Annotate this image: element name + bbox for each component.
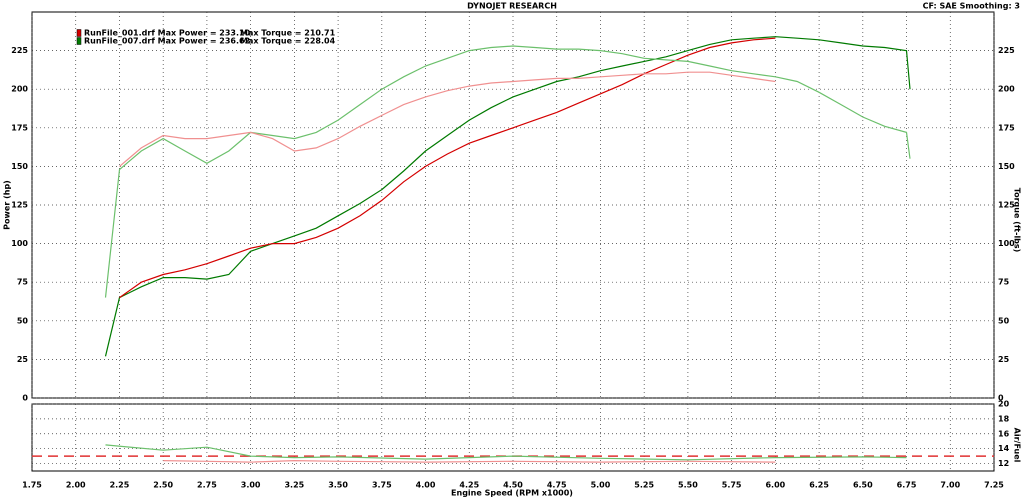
y2-tick-label: 100 [998,239,1015,248]
y2-tick-label: 225 [998,46,1015,55]
x-tick-label: 2.25 [110,481,130,490]
x-tick-label: 5.25 [634,481,654,490]
y-tick-label: 175 [11,123,28,132]
x-tick-label: 5.00 [591,481,611,490]
y-tick-label: 225 [11,46,28,55]
x-tick-label: 2.50 [153,481,173,490]
x-tick-label: 4.25 [459,481,479,490]
y2-tick-label: 14 [998,444,1010,453]
y-tick-label: 0 [22,394,28,403]
y2-tick-label: 50 [998,316,1010,325]
legend-swatch [76,37,82,45]
y-tick-label: 100 [11,239,28,248]
x-tick-label: 4.75 [547,481,567,490]
series-line [105,444,907,461]
x-tick-label: 6.50 [853,481,873,490]
y-tick-label: 50 [17,316,29,325]
legend-torque-text: Max Torque = 228.04 [240,37,336,46]
x-tick-label: 3.50 [328,481,348,490]
y2-tick-label: 125 [998,201,1015,210]
legend-swatch [76,29,82,37]
y-tick-label: 125 [11,201,28,210]
y-tick-label: 75 [17,278,29,287]
x-tick-label: 1.75 [22,481,42,490]
y2-tick-label: 0 [998,394,1004,403]
y2-tick-label: 175 [998,123,1015,132]
y2-tick-label: 200 [998,85,1015,94]
x-tick-label: 7.00 [940,481,960,490]
x-axis-label: Engine Speed (RPM x1000) [451,489,573,498]
y-tick-label: 200 [11,85,28,94]
x-tick-label: 3.75 [372,481,392,490]
afr-axis-label: Air/Fuel [1013,428,1022,463]
afr-frame [31,403,995,472]
y-tick-label: 25 [17,355,29,364]
x-tick-label: 3.00 [241,481,261,490]
y2-tick-label: 12 [998,459,1009,468]
y-axis-label: Power (hp) [3,180,12,230]
y2-tick-label: 16 [998,429,1010,438]
chart-subtitle: CF: SAE Smoothing: 3 [923,2,1020,11]
y2-tick-label: 25 [998,355,1010,364]
legend-text: RunFile_001.drf Max Power = 233.10 [84,29,251,38]
series-line [104,36,911,357]
x-tick-label: 4.50 [503,481,523,490]
x-tick-label: 2.00 [66,481,86,490]
x-tick-label: 6.75 [897,481,917,490]
y2-tick-label: 75 [998,278,1010,287]
x-tick-label: 7.25 [984,481,1004,490]
y2-tick-label: 20 [998,400,1010,409]
y2-axis-label: Torque (ft-lbs) [1013,188,1022,253]
y-tick-label: 150 [11,162,28,171]
x-tick-label: 5.75 [722,481,742,490]
x-tick-label: 2.75 [197,481,217,490]
y2-tick-label: 150 [998,162,1015,171]
series-line [119,71,776,167]
legend-text: RunFile_007.drf Max Power = 236.62 [84,37,250,46]
series-line [163,459,776,463]
series-line [119,37,776,299]
x-tick-label: 3.25 [284,481,304,490]
x-tick-label: 6.25 [809,481,829,490]
y2-tick-label: 18 [998,414,1010,423]
x-tick-label: 4.00 [416,481,436,490]
legend-torque-text: Max Torque = 210.71 [240,29,336,38]
x-tick-label: 6.00 [765,481,785,490]
series-line [104,45,911,298]
chart-title: DYNOJET RESEARCH [467,2,557,11]
x-tick-label: 5.50 [678,481,698,490]
